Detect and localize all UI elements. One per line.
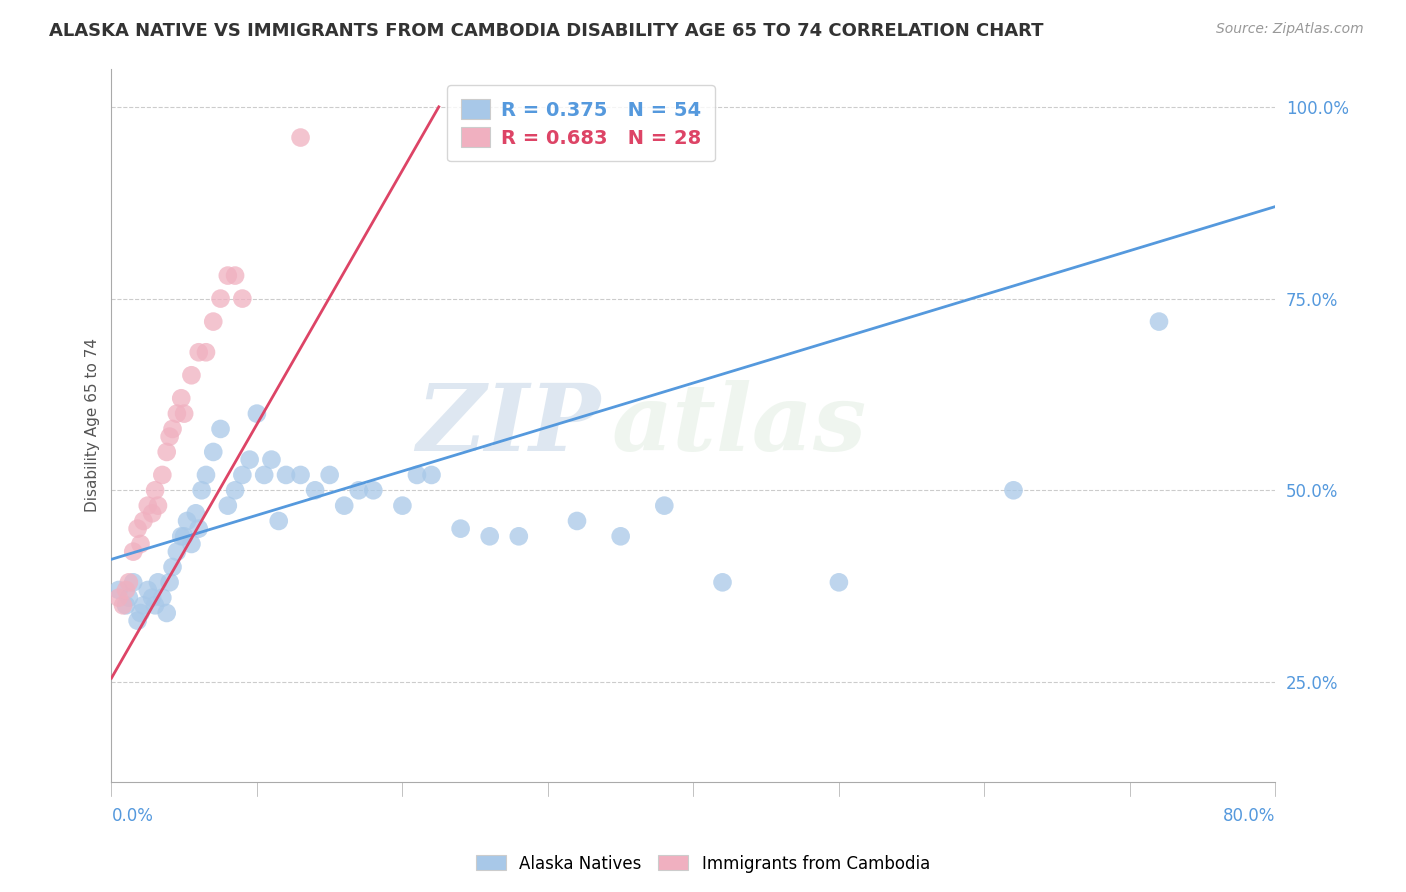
- Point: [122, 575, 145, 590]
- Point: [115, 582, 138, 597]
- Point: [176, 514, 198, 528]
- Point: [347, 483, 370, 498]
- Point: [450, 522, 472, 536]
- Point: [260, 452, 283, 467]
- Point: [1002, 483, 1025, 498]
- Point: [173, 407, 195, 421]
- Point: [406, 467, 429, 482]
- Point: [162, 422, 184, 436]
- Point: [159, 575, 181, 590]
- Point: [127, 522, 149, 536]
- Point: [195, 345, 218, 359]
- Point: [565, 514, 588, 528]
- Point: [304, 483, 326, 498]
- Point: [224, 483, 246, 498]
- Point: [132, 514, 155, 528]
- Point: [609, 529, 631, 543]
- Point: [478, 529, 501, 543]
- Point: [190, 483, 212, 498]
- Point: [112, 599, 135, 613]
- Point: [274, 467, 297, 482]
- Point: [363, 483, 385, 498]
- Point: [143, 483, 166, 498]
- Point: [180, 368, 202, 383]
- Point: [508, 529, 530, 543]
- Point: [290, 467, 312, 482]
- Point: [143, 599, 166, 613]
- Point: [156, 445, 179, 459]
- Point: [170, 529, 193, 543]
- Point: [141, 591, 163, 605]
- Point: [136, 582, 159, 597]
- Point: [187, 345, 209, 359]
- Legend: R = 0.375   N = 54, R = 0.683   N = 28: R = 0.375 N = 54, R = 0.683 N = 28: [447, 86, 716, 161]
- Point: [166, 407, 188, 421]
- Point: [318, 467, 340, 482]
- Point: [173, 529, 195, 543]
- Point: [652, 499, 675, 513]
- Point: [150, 467, 173, 482]
- Text: atlas: atlas: [612, 380, 868, 470]
- Point: [170, 391, 193, 405]
- Point: [187, 522, 209, 536]
- Point: [184, 506, 207, 520]
- Text: ALASKA NATIVE VS IMMIGRANTS FROM CAMBODIA DISABILITY AGE 65 TO 74 CORRELATION CH: ALASKA NATIVE VS IMMIGRANTS FROM CAMBODI…: [49, 22, 1043, 40]
- Point: [202, 315, 225, 329]
- Point: [132, 599, 155, 613]
- Point: [122, 544, 145, 558]
- Point: [118, 591, 141, 605]
- Point: [224, 268, 246, 283]
- Point: [1147, 315, 1170, 329]
- Point: [246, 407, 269, 421]
- Point: [159, 429, 181, 443]
- Point: [129, 606, 152, 620]
- Point: [239, 452, 262, 467]
- Point: [162, 560, 184, 574]
- Point: [146, 499, 169, 513]
- Point: [217, 499, 239, 513]
- Y-axis label: Disability Age 65 to 74: Disability Age 65 to 74: [86, 338, 100, 512]
- Text: ZIP: ZIP: [416, 380, 600, 470]
- Point: [828, 575, 851, 590]
- Point: [136, 499, 159, 513]
- Point: [209, 292, 232, 306]
- Point: [118, 575, 141, 590]
- Point: [195, 467, 218, 482]
- Point: [129, 537, 152, 551]
- Point: [107, 582, 129, 597]
- Point: [107, 591, 129, 605]
- Point: [127, 614, 149, 628]
- Point: [231, 292, 253, 306]
- Text: Source: ZipAtlas.com: Source: ZipAtlas.com: [1216, 22, 1364, 37]
- Point: [202, 445, 225, 459]
- Point: [166, 544, 188, 558]
- Text: 0.0%: 0.0%: [111, 807, 153, 825]
- Legend: Alaska Natives, Immigrants from Cambodia: Alaska Natives, Immigrants from Cambodia: [470, 848, 936, 880]
- Text: 80.0%: 80.0%: [1223, 807, 1275, 825]
- Point: [156, 606, 179, 620]
- Point: [231, 467, 253, 482]
- Point: [115, 599, 138, 613]
- Point: [141, 506, 163, 520]
- Point: [217, 268, 239, 283]
- Point: [333, 499, 356, 513]
- Point: [290, 130, 312, 145]
- Point: [267, 514, 290, 528]
- Point: [180, 537, 202, 551]
- Point: [253, 467, 276, 482]
- Point: [391, 499, 413, 513]
- Point: [150, 591, 173, 605]
- Point: [711, 575, 734, 590]
- Point: [420, 467, 443, 482]
- Point: [146, 575, 169, 590]
- Point: [209, 422, 232, 436]
